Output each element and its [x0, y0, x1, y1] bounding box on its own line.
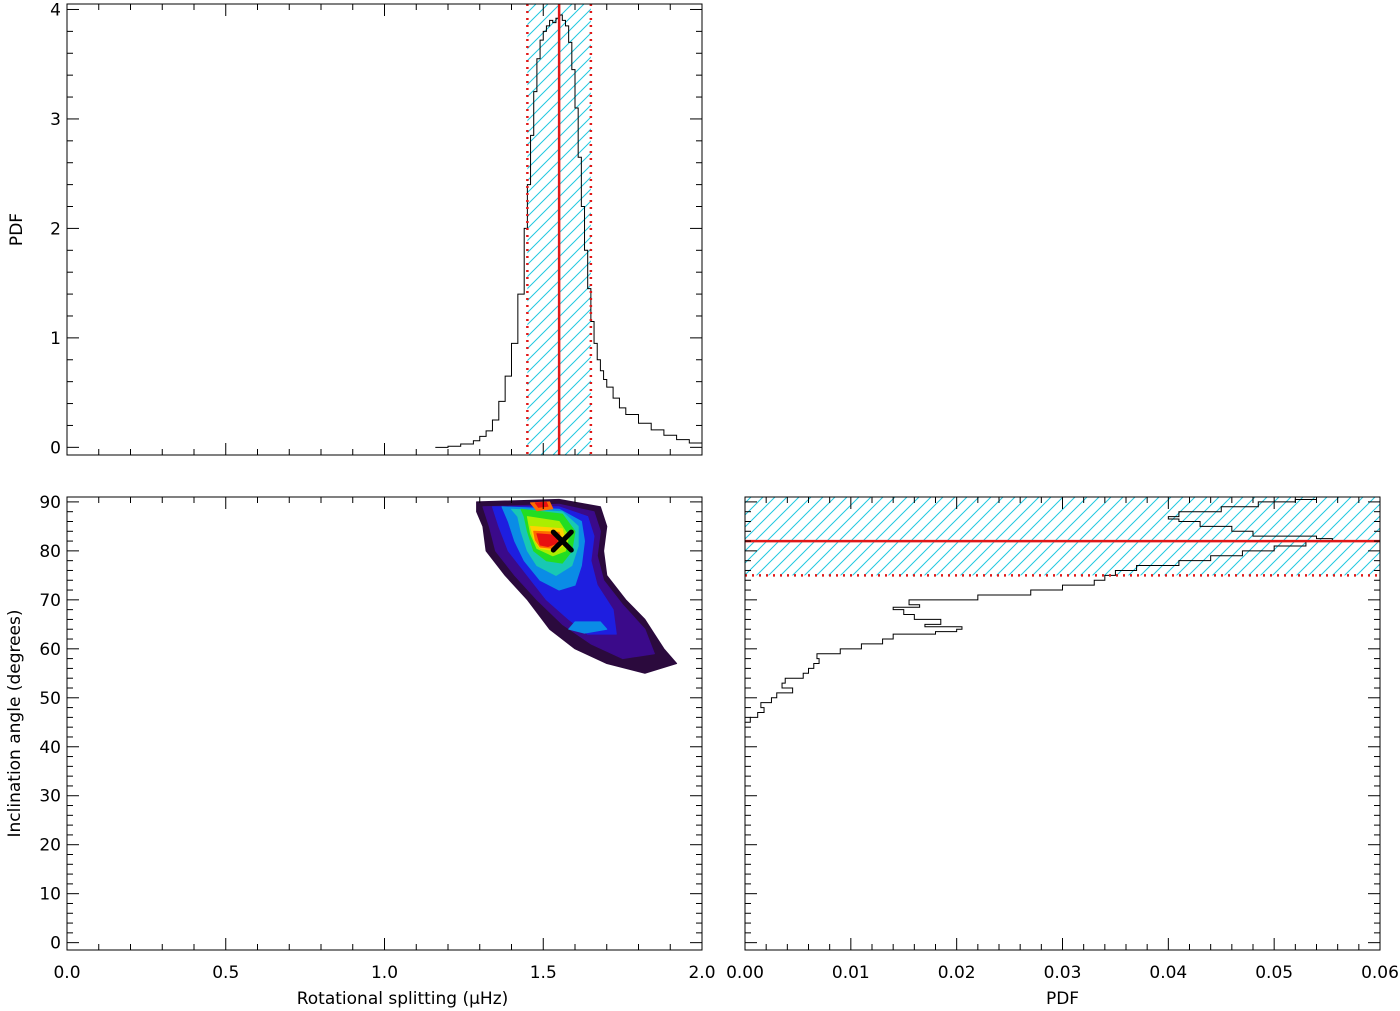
best-fit-marker — [550, 529, 574, 553]
top-ytick-label: 3 — [50, 110, 61, 130]
joint-ytick-label: 70 — [39, 591, 61, 611]
joint-y-axis-label: Inclination angle (degrees) — [5, 609, 25, 837]
joint-ytick-label: 60 — [39, 640, 61, 660]
joint-ytick-label: 10 — [39, 885, 61, 905]
right-xtick-label: 0.03 — [1044, 963, 1082, 983]
joint-ytick-label: 20 — [39, 836, 61, 856]
joint-ytick-label: 0 — [50, 934, 61, 954]
joint-axis-ticks — [66, 497, 703, 950]
top-ytick-label: 1 — [50, 329, 61, 349]
joint-y-tick-labels: 0 10 20 30 40 50 60 70 80 90 — [39, 493, 61, 954]
joint-x-axis-label: Rotational splitting (μHz) — [297, 989, 509, 1009]
right-xtick-label: 0.04 — [1149, 963, 1187, 983]
joint-ytick-label: 80 — [39, 542, 61, 562]
right-xtick-label: 0.01 — [832, 963, 870, 983]
inclination-pdf-curve — [744, 498, 1333, 728]
right-axis-ticks — [744, 497, 1381, 950]
joint-ytick-label: 90 — [39, 493, 61, 513]
top-y-axis-label: PDF — [7, 213, 27, 246]
contour-level-13 — [568, 621, 608, 634]
right-x-axis-label: PDF — [1046, 989, 1079, 1009]
joint-ytick-label: 30 — [39, 787, 61, 807]
inclination-histogram-panel: 0.00 0.01 0.02 0.03 0.04 0.05 0.06 PDF — [726, 496, 1399, 1009]
top-y-tick-labels: 0 1 2 3 4 — [50, 0, 61, 458]
top-ytick-label: 0 — [50, 438, 61, 458]
joint-x-tick-labels: 0.0 0.5 1.0 1.5 2.0 — [53, 963, 715, 983]
right-x-tick-labels: 0.00 0.01 0.02 0.03 0.04 0.05 0.06 — [726, 963, 1399, 983]
top-ytick-label: 4 — [50, 0, 61, 20]
joint-xtick-label: 1.5 — [530, 963, 557, 983]
top-ytick-label: 2 — [50, 219, 61, 239]
joint-xtick-label: 0.5 — [212, 963, 239, 983]
right-xtick-label: 0.00 — [726, 963, 764, 983]
joint-xtick-label: 2.0 — [688, 963, 715, 983]
best-fit-cross-b — [550, 529, 574, 553]
top-axis-ticks — [66, 4, 703, 455]
joint-xtick-label: 1.0 — [371, 963, 398, 983]
joint-contour-panel: 0.0 0.5 1.0 1.5 2.0 0 10 20 30 40 50 60 70 80 90 Rota… — [5, 493, 716, 1009]
contour-level-12 — [534, 501, 549, 508]
right-xtick-label: 0.02 — [938, 963, 976, 983]
joint-ytick-label: 40 — [39, 738, 61, 758]
joint-plot-frame — [66, 496, 703, 951]
splitting-histogram-panel: 0 1 2 3 4 PDF — [7, 0, 703, 458]
right-xtick-label: 0.05 — [1255, 963, 1293, 983]
right-xtick-label: 0.06 — [1361, 963, 1399, 983]
contour-fill-group — [476, 498, 678, 674]
joint-xtick-label: 0.0 — [53, 963, 80, 983]
joint-ytick-label: 50 — [39, 689, 61, 709]
splitting-pdf-curve — [435, 14, 703, 448]
